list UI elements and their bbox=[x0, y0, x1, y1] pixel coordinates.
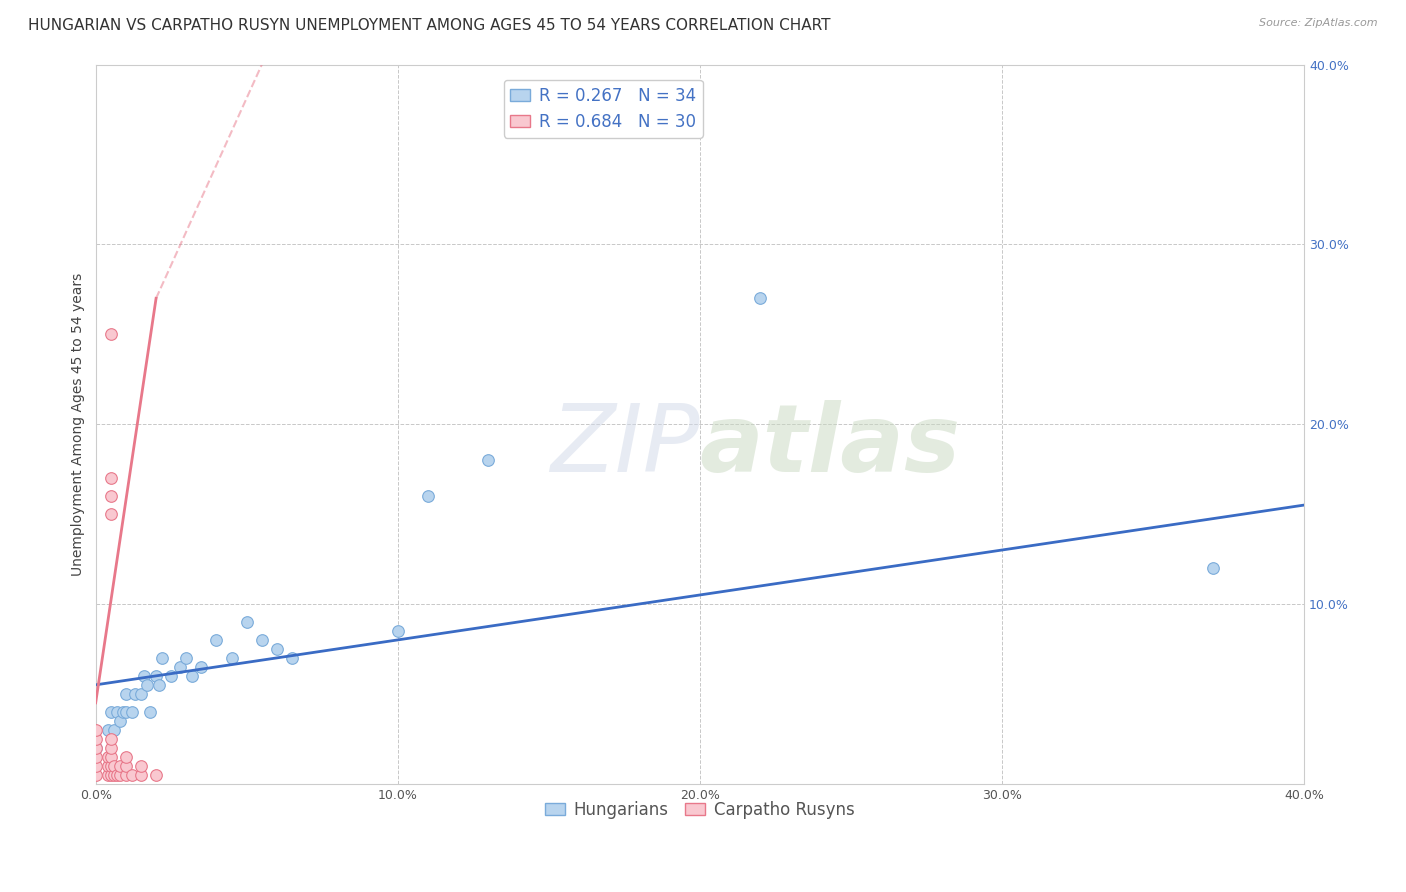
Point bbox=[84, 768, 107, 782]
Point bbox=[121, 768, 143, 782]
Point bbox=[84, 758, 107, 772]
Point bbox=[1202, 561, 1225, 575]
Point bbox=[124, 687, 146, 701]
Point bbox=[108, 758, 131, 772]
Point bbox=[100, 731, 122, 746]
Point bbox=[129, 768, 152, 782]
Point bbox=[84, 749, 107, 764]
Point bbox=[115, 758, 138, 772]
Point bbox=[181, 669, 204, 683]
Point bbox=[100, 471, 122, 485]
Point bbox=[235, 615, 257, 629]
Point bbox=[100, 327, 122, 342]
Point bbox=[105, 705, 128, 719]
Point bbox=[84, 740, 107, 755]
Point bbox=[416, 489, 439, 503]
Point bbox=[100, 758, 122, 772]
Point bbox=[105, 768, 128, 782]
Point bbox=[97, 768, 120, 782]
Y-axis label: Unemployment Among Ages 45 to 54 years: Unemployment Among Ages 45 to 54 years bbox=[72, 273, 86, 576]
Point bbox=[266, 641, 288, 656]
Point bbox=[148, 678, 170, 692]
Point bbox=[97, 758, 120, 772]
Point bbox=[97, 749, 120, 764]
Point bbox=[121, 705, 143, 719]
Point bbox=[174, 651, 197, 665]
Point bbox=[100, 507, 122, 521]
Point bbox=[100, 740, 122, 755]
Point bbox=[103, 758, 125, 772]
Point bbox=[103, 768, 125, 782]
Legend: Hungarians, Carpatho Rusyns: Hungarians, Carpatho Rusyns bbox=[538, 795, 860, 826]
Point bbox=[250, 632, 273, 647]
Point bbox=[477, 453, 499, 467]
Point bbox=[108, 768, 131, 782]
Point bbox=[160, 669, 183, 683]
Point bbox=[387, 624, 409, 638]
Point bbox=[145, 768, 167, 782]
Point bbox=[136, 678, 159, 692]
Point bbox=[169, 660, 191, 674]
Point bbox=[139, 705, 162, 719]
Text: Source: ZipAtlas.com: Source: ZipAtlas.com bbox=[1260, 18, 1378, 28]
Point bbox=[84, 723, 107, 737]
Point bbox=[190, 660, 212, 674]
Point bbox=[145, 669, 167, 683]
Point bbox=[129, 758, 152, 772]
Point bbox=[100, 768, 122, 782]
Point bbox=[281, 651, 304, 665]
Point bbox=[84, 740, 107, 755]
Point bbox=[103, 723, 125, 737]
Point bbox=[100, 749, 122, 764]
Point bbox=[115, 768, 138, 782]
Point bbox=[108, 714, 131, 728]
Text: ZIP: ZIP bbox=[550, 401, 700, 491]
Point bbox=[132, 669, 155, 683]
Point bbox=[100, 489, 122, 503]
Point bbox=[84, 731, 107, 746]
Point bbox=[749, 291, 772, 305]
Point bbox=[205, 632, 228, 647]
Text: HUNGARIAN VS CARPATHO RUSYN UNEMPLOYMENT AMONG AGES 45 TO 54 YEARS CORRELATION C: HUNGARIAN VS CARPATHO RUSYN UNEMPLOYMENT… bbox=[28, 18, 831, 33]
Point bbox=[115, 687, 138, 701]
Text: atlas: atlas bbox=[700, 400, 962, 491]
Point bbox=[115, 749, 138, 764]
Point bbox=[150, 651, 173, 665]
Point bbox=[221, 651, 243, 665]
Point bbox=[100, 705, 122, 719]
Point bbox=[115, 705, 138, 719]
Point bbox=[97, 723, 120, 737]
Point bbox=[111, 705, 134, 719]
Point bbox=[129, 687, 152, 701]
